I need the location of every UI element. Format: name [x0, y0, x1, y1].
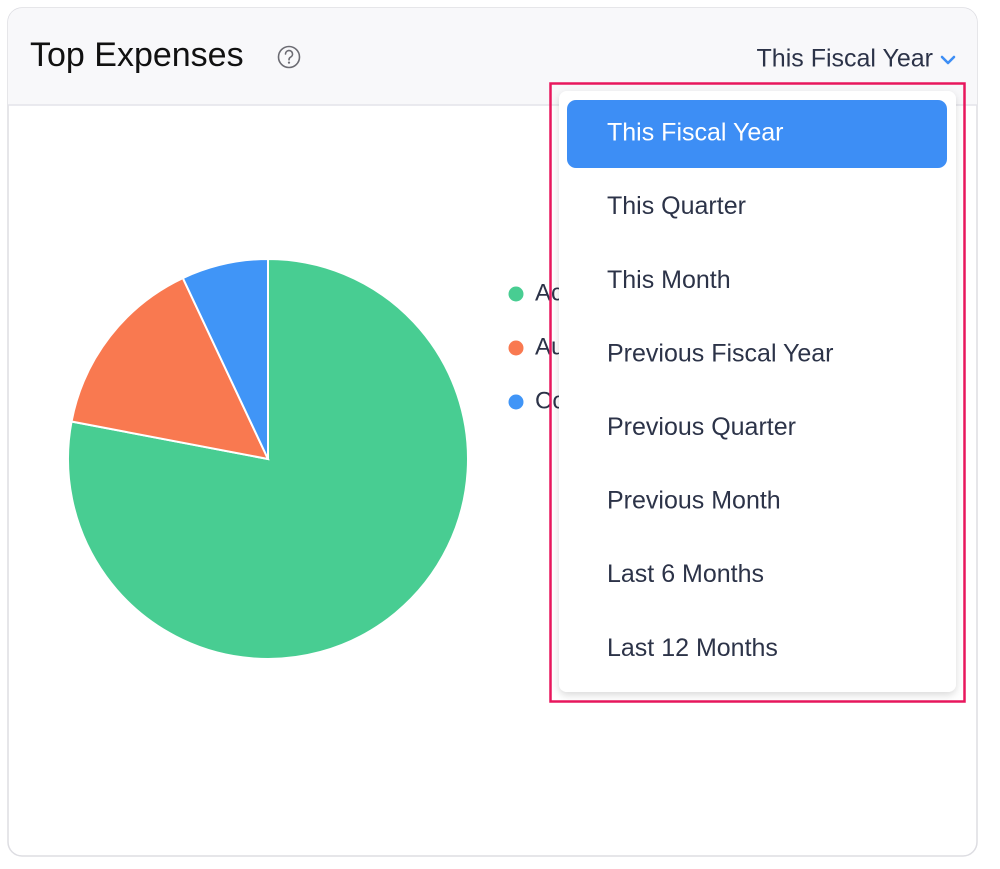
dropdown-option[interactable]: Previous Quarter	[607, 413, 796, 441]
dropdown-option[interactable]: This Fiscal Year	[607, 119, 783, 147]
dropdown-option[interactable]: This Month	[607, 266, 731, 294]
dropdown-option[interactable]: Last 6 Months	[607, 560, 764, 588]
dropdown-option[interactable]: Last 12 Months	[607, 634, 778, 662]
dropdown-menu	[559, 91, 956, 692]
card-header	[8, 8, 977, 105]
period-select[interactable]: This Fiscal Year	[757, 45, 956, 73]
legend-swatch	[508, 286, 524, 302]
pie-slice[interactable]	[181, 257, 269, 460]
pie-slice[interactable]	[70, 276, 270, 461]
chart-title: Top Expenses	[30, 36, 244, 74]
dropdown: This Fiscal Year This Quarter This Month Pr…	[549, 82, 966, 703]
legend-swatch	[508, 340, 524, 356]
pie-chart	[67, 257, 469, 660]
legend-swatch	[508, 394, 524, 410]
option-highlight[interactable]	[567, 100, 947, 168]
selected-period[interactable]: This Fiscal Year	[757, 45, 933, 73]
chevron[interactable]	[940, 55, 956, 65]
highlight-frame	[549, 82, 966, 703]
option-list: This Fiscal Year This Quarter This Month Pr…	[567, 100, 947, 662]
dropdown-option[interactable]: This Quarter	[607, 192, 746, 220]
help-icon[interactable]	[277, 45, 301, 69]
dropdown-option[interactable]: Previous Month	[607, 487, 781, 515]
legend-label: Ac	[535, 279, 563, 306]
dropdown-option[interactable]: Previous Fiscal Year	[607, 339, 834, 367]
